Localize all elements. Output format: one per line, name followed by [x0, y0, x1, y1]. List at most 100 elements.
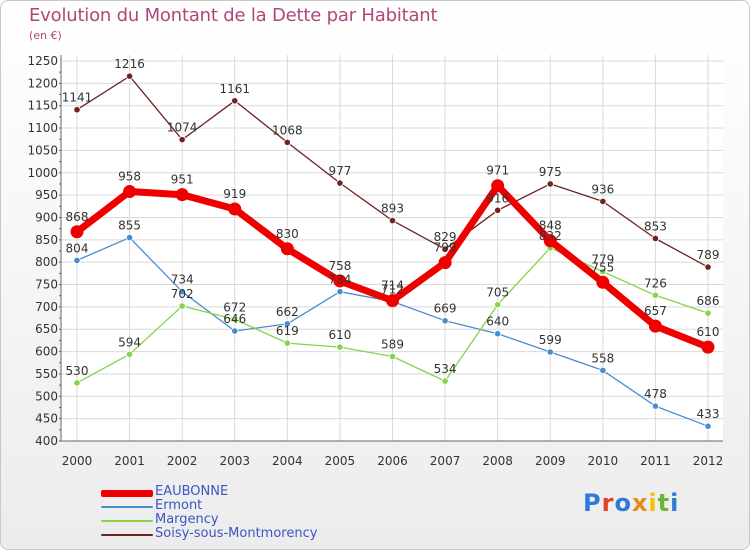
- data-point-soisy-sous-montmorency: [125, 72, 134, 80]
- chart-subtitle: (en €): [29, 29, 62, 42]
- x-tick-label: 2007: [430, 454, 461, 468]
- legend-swatch: [101, 490, 153, 497]
- data-point-eaubonne: [175, 188, 189, 202]
- logo-letter: i: [670, 489, 680, 517]
- legend-label: Soisy-sous-Montmorency: [155, 526, 318, 541]
- x-tick-label: 2006: [377, 454, 408, 468]
- data-point-soisy-sous-montmorency: [283, 138, 291, 146]
- data-label-soisy-sous-montmorency: 975: [539, 165, 562, 179]
- data-label-margency: 594: [118, 335, 141, 349]
- y-tick-label: 400: [35, 434, 58, 448]
- data-label-ermont: 734: [328, 273, 351, 287]
- data-label-soisy-sous-montmorency: 977: [328, 164, 351, 178]
- data-point-margency: [494, 301, 502, 309]
- legend-item: Ermont: [101, 498, 361, 514]
- data-point-eaubonne: [596, 275, 610, 289]
- data-label-margency: 832: [539, 229, 562, 243]
- data-label-ermont: 433: [697, 407, 720, 421]
- data-label-eaubonne: 758: [328, 259, 351, 273]
- data-point-eaubonne: [491, 179, 505, 193]
- y-tick-label: 1250: [27, 54, 58, 68]
- proxiti-logo: Proxiti: [583, 489, 679, 517]
- data-point-ermont: [546, 348, 554, 356]
- data-label-margency: 705: [486, 286, 509, 300]
- data-label-eaubonne: 951: [171, 173, 194, 187]
- data-label-soisy-sous-montmorency: 1141: [62, 91, 93, 105]
- data-label-eaubonne: 919: [223, 187, 246, 201]
- data-point-margency: [599, 267, 607, 276]
- x-tick-label: 2002: [167, 454, 198, 468]
- data-label-margency: 779: [591, 253, 614, 267]
- data-point-eaubonne: [123, 185, 137, 199]
- data-label-soisy-sous-montmorency: 1216: [114, 57, 145, 71]
- data-label-ermont: 662: [276, 305, 299, 319]
- data-point-ermont: [704, 422, 712, 430]
- y-tick-label: 750: [35, 278, 58, 292]
- legend-swatch: [101, 506, 153, 508]
- legend-item: Soisy-sous-Montmorency: [101, 526, 361, 542]
- data-point-margency: [178, 302, 186, 310]
- y-tick-label: 500: [35, 389, 58, 403]
- data-label-margency: 686: [697, 294, 720, 308]
- logo-letter: x: [631, 489, 649, 517]
- data-point-margency: [651, 291, 660, 299]
- logo-letter: P: [583, 489, 602, 517]
- data-label-ermont: 640: [486, 315, 509, 329]
- data-label-soisy-sous-montmorency: 789: [697, 248, 720, 262]
- data-point-margency: [704, 309, 712, 317]
- x-tick-label: 2011: [640, 454, 671, 468]
- data-point-soisy-sous-montmorency: [231, 97, 239, 105]
- data-point-margency: [125, 350, 134, 358]
- data-point-ermont: [336, 288, 344, 296]
- data-label-margency: 530: [66, 364, 89, 378]
- logo-letter: r: [601, 489, 615, 517]
- x-tick-label: 2005: [325, 454, 356, 468]
- y-tick-label: 1000: [27, 166, 58, 180]
- data-label-ermont: 599: [539, 333, 562, 347]
- y-tick-label: 1200: [27, 76, 58, 90]
- legend-label: Ermont: [155, 498, 203, 513]
- data-point-soisy-sous-montmorency: [178, 136, 186, 144]
- data-label-margency: 702: [171, 287, 194, 301]
- data-label-soisy-sous-montmorency: 936: [591, 182, 614, 196]
- y-tick-label: 650: [35, 322, 58, 336]
- data-label-margency: 589: [381, 338, 404, 352]
- data-point-ermont: [125, 233, 134, 242]
- data-point-margency: [388, 352, 397, 361]
- data-point-ermont: [441, 317, 449, 325]
- chart-title: Evolution du Montant de la Dette par Hab…: [29, 5, 438, 26]
- x-tick-label: 2012: [693, 454, 724, 468]
- data-label-soisy-sous-montmorency: 853: [644, 219, 667, 233]
- data-point-ermont: [231, 327, 239, 335]
- data-point-eaubonne: [228, 202, 242, 216]
- data-label-eaubonne: 958: [118, 170, 141, 184]
- y-tick-label: 550: [35, 367, 58, 381]
- data-point-soisy-sous-montmorency: [441, 245, 449, 253]
- legend-swatch: [101, 534, 153, 536]
- data-label-margency: 672: [223, 300, 246, 314]
- y-tick-label: 1150: [27, 99, 58, 113]
- data-point-eaubonne: [438, 256, 452, 270]
- y-tick-label: 600: [35, 345, 58, 359]
- data-label-eaubonne: 657: [644, 304, 667, 318]
- data-point-margency: [283, 339, 291, 347]
- y-tick-label: 850: [35, 233, 58, 247]
- legend-label: EAUBONNE: [155, 484, 229, 499]
- data-point-soisy-sous-montmorency: [546, 180, 554, 188]
- data-point-ermont: [178, 288, 186, 296]
- data-point-soisy-sous-montmorency: [651, 234, 660, 243]
- x-tick-label: 2010: [588, 454, 619, 468]
- data-point-eaubonne: [648, 319, 662, 333]
- data-point-ermont: [651, 402, 660, 410]
- data-point-ermont: [73, 256, 81, 264]
- data-label-ermont: 669: [434, 302, 457, 316]
- data-point-soisy-sous-montmorency: [388, 217, 397, 225]
- data-label-eaubonne: 714: [381, 279, 404, 293]
- data-point-eaubonne: [543, 234, 557, 248]
- data-label-margency: 726: [644, 276, 667, 290]
- data-label-soisy-sous-montmorency: 829: [434, 230, 457, 244]
- y-tick-label: 1100: [27, 121, 58, 135]
- data-point-ermont: [283, 320, 291, 328]
- y-tick-label: 800: [35, 255, 58, 269]
- data-point-soisy-sous-montmorency: [73, 106, 81, 114]
